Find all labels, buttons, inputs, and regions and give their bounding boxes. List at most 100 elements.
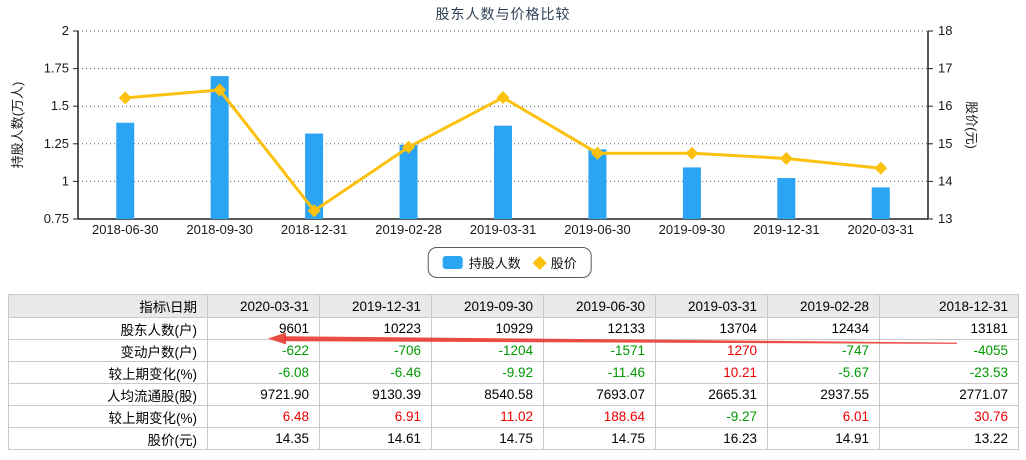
table-cell: -706 [319,339,432,362]
right-tick-label: 13 [938,211,952,226]
bar [116,122,135,219]
table-cell: -6.46 [319,361,432,384]
table-cell: -1204 [431,339,544,362]
table-cell: 9130.39 [319,383,432,406]
table-cell: 14.91 [767,427,880,450]
table-header-date: 2019-09-30 [431,294,544,318]
legend-item-price: 股价 [532,253,577,272]
table-cell: -9.92 [431,361,544,384]
table-cell: 13181 [879,317,1019,340]
table-cell: 10223 [319,317,432,340]
diamond-marker [779,151,793,165]
table-row: 变动户数(户) -622 -706 -1204 -1571 1270 -747 -4055 [8,339,1019,362]
table-header-date: 2019-12-31 [319,294,432,318]
table-cell: 9721.90 [207,383,320,406]
table-cell: 10929 [431,317,544,340]
table-header-date: 2018-12-31 [879,294,1019,318]
table-cell: 11.02 [431,405,544,428]
x-axis-label: 2020-03-31 [848,222,915,237]
table-cell: 14.75 [431,427,544,450]
diamond-marker [874,161,888,175]
chart-legend: 持股人数 股价 [427,247,592,278]
bar [305,133,324,219]
legend-line-label: 股价 [550,256,577,271]
table-cell: 13704 [655,317,768,340]
diamond-marker [307,204,321,218]
table-cell: -1571 [543,339,656,362]
table-cell: 14.35 [207,427,320,450]
left-tick-label: 0.75 [44,211,69,226]
table-cell: 12133 [543,317,656,340]
table-header-row: 指标\日期 2020-03-31 2019-12-31 2019-09-30 2019-… [8,294,1019,318]
left-tick-label: 1.25 [44,136,69,151]
row-label: 变动户数(户) [8,339,208,362]
left-tick-label: 1.5 [51,98,69,113]
row-label: 较上期变化(%) [8,361,208,384]
x-axis-label: 2018-12-31 [281,222,348,237]
table-cell: -622 [207,339,320,362]
diamond-marker [402,140,416,154]
diamond-marker [496,91,510,105]
table-cell: -6.08 [207,361,320,384]
table-cell: 2937.55 [767,383,880,406]
table-row: 较上期变化(%) -6.08 -6.46 -9.92 -11.46 10.21 -5.67-… [8,361,1019,384]
diamond-marker [685,146,699,160]
table-cell: 6.48 [207,405,320,428]
left-axis-title: 持股人数(万人) [10,82,25,169]
table-row: 较上期变化(%) 6.48 6.91 11.02 188.64 -9.27 6.01 30.7… [8,405,1019,428]
table-cell: 2665.31 [655,383,768,406]
legend-item-holders: 持股人数 [442,253,521,272]
x-axis-label: 2019-06-30 [564,222,631,237]
bar [399,144,418,219]
left-tick-label: 1 [62,173,69,188]
diamond-marker [213,83,227,97]
table-row: 股价(元) 14.35 14.61 14.75 14.75 16.23 14.91 13.22 [8,427,1019,450]
table-cell: 8540.58 [431,383,544,406]
row-label: 股价(元) [8,427,208,450]
table-cell: -23.53 [879,361,1019,384]
right-tick-label: 14 [938,173,952,188]
x-axis-label: 2018-09-30 [186,222,253,237]
table-cell: 1270 [655,339,768,362]
chart-title: 股东人数与价格比较 [435,6,571,22]
bar [777,178,796,219]
table-cell: 13.22 [879,427,1019,450]
table-cell: 2771.07 [879,383,1019,406]
table-cell: 10.21 [655,361,768,384]
x-axis-label: 2019-02-28 [375,222,442,237]
table-header-date: 2019-02-28 [767,294,880,318]
x-axis-label: 2019-09-30 [659,222,726,237]
table-cell: 6.91 [319,405,432,428]
diamond-marker [590,146,604,160]
legend-diamond-swatch-icon [532,255,547,270]
legend-bar-swatch-icon [442,256,463,269]
table-cell: -4055 [879,339,1019,362]
table-header-date: 2019-06-30 [543,294,656,318]
right-tick-label: 16 [938,98,952,113]
right-tick-label: 18 [938,23,952,38]
table-cell: 7693.07 [543,383,656,406]
bar [682,167,701,219]
diamond-marker [118,91,132,105]
table-row: 股东人数(户) 9601 10223 10929 12133 13704 12434 1318… [8,317,1019,340]
right-tick-label: 17 [938,61,952,76]
table-cell: 188.64 [543,405,656,428]
table-cell: 9601 [207,317,320,340]
table-cell: -11.46 [543,361,656,384]
table-row: 人均流通股(股) 9721.90 9130.39 8540.58 7693.07 2665… [8,383,1019,406]
table-cell: 14.61 [319,427,432,450]
right-tick-label: 15 [938,136,952,151]
bar [588,149,607,219]
shareholder-price-chart: 2 18 1.75 17 1.5 16 1.25 15 1 14 0.75 13 2018-06-30 2… [10,23,979,237]
table-cell: 14.75 [543,427,656,450]
row-label: 股东人数(户) [8,317,208,340]
table-cell: -9.27 [655,405,768,428]
shareholder-data-table: 指标\日期 2020-03-31 2019-12-31 2019-09-30 2019-… [8,294,1019,450]
row-label: 人均流通股(股) [8,383,208,406]
bar [871,187,890,219]
bar [494,125,512,219]
left-tick-label: 1.75 [44,61,69,76]
table-header-date: 2019-03-31 [655,294,768,318]
left-tick-label: 2 [62,23,69,38]
table-cell: -747 [767,339,880,362]
